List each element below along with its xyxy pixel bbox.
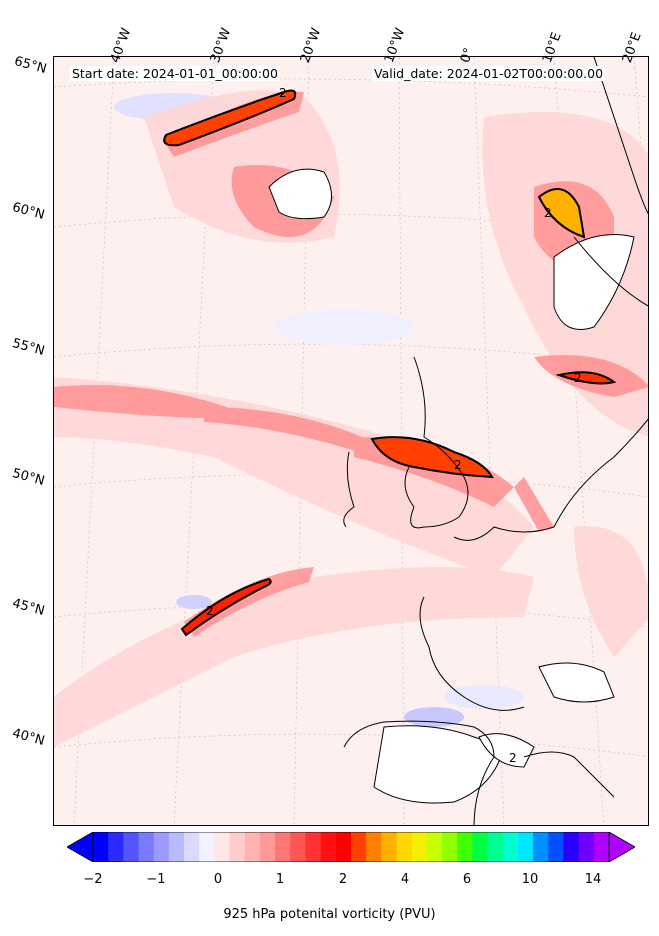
colorbar-segment xyxy=(351,832,367,862)
colorbar xyxy=(67,832,635,862)
colorbar-segment xyxy=(502,832,519,862)
colorbar-segment xyxy=(320,832,337,862)
colorbar-segment xyxy=(396,832,413,862)
lat-label: 65°N xyxy=(12,54,49,77)
colorbar-segment xyxy=(275,832,291,862)
colorbar-label: 925 hPa potenital vorticity (PVU) xyxy=(223,907,436,922)
coastlines xyxy=(343,57,648,825)
colorbar-segment xyxy=(472,832,489,862)
colorbar-segment xyxy=(487,832,504,862)
colorbar-segment xyxy=(229,832,246,862)
contour-label: 2 xyxy=(574,371,582,385)
lat-label: 60°N xyxy=(10,200,47,223)
contour-labels: 2 2 2 2 2 2 xyxy=(206,86,582,765)
colorbar-tick: 0 xyxy=(213,872,223,887)
colorbar-segment xyxy=(199,832,215,862)
colorbar-tick: 6 xyxy=(462,872,472,887)
colorbar-segment xyxy=(533,832,549,862)
contour-label: 2 xyxy=(206,604,214,618)
lat-label: 45°N xyxy=(10,596,47,619)
colorbar-tick: 10 xyxy=(521,872,539,887)
lat-label: 50°N xyxy=(10,466,47,489)
start-date-label: Start date: 2024-01-01_00:00:00 xyxy=(70,66,280,81)
colorbar-segment xyxy=(548,832,564,862)
colorbar-segment xyxy=(366,832,382,862)
pv-cores xyxy=(163,89,617,637)
terrain-mask xyxy=(268,168,635,804)
colorbar-segment xyxy=(335,832,352,862)
colorbar-segment xyxy=(381,832,398,862)
map-panel: 2 2 2 2 2 2 xyxy=(53,56,649,826)
valid-date-label: Valid_date: 2024-01-02T00:00:00.00 xyxy=(372,66,606,81)
colorbar-segment xyxy=(578,832,595,862)
colorbar-segment xyxy=(153,832,170,862)
colorbar-tick: 14 xyxy=(584,872,602,887)
contour-label: 2 xyxy=(454,458,462,472)
colorbar-segment xyxy=(259,832,276,862)
colorbar-segment xyxy=(244,832,261,862)
lat-label: 40°N xyxy=(10,726,47,749)
colorbar-segment xyxy=(168,832,185,862)
colorbar-segment xyxy=(290,832,306,862)
colorbar-segment xyxy=(108,832,124,862)
colorbar-tick: 2 xyxy=(338,872,348,887)
colorbar-border xyxy=(92,832,610,862)
colorbar-segment xyxy=(457,832,473,862)
colorbar-tick: 4 xyxy=(400,872,410,887)
colorbar-segment xyxy=(426,832,443,862)
contour-label: 2 xyxy=(544,206,552,220)
colorbar-segment xyxy=(563,832,580,862)
colorbar-segment xyxy=(138,832,155,862)
pv-map: 2 2 2 2 2 2 xyxy=(54,57,648,825)
lat-label: 55°N xyxy=(10,336,47,359)
colorbar-tick: 1 xyxy=(275,872,285,887)
colorbar-max-arrow xyxy=(608,832,635,862)
contour-label: 2 xyxy=(279,86,287,100)
colorbar-segment xyxy=(593,832,610,862)
colorbar-min-arrow xyxy=(67,832,94,862)
negative-pv-patches xyxy=(114,93,524,727)
colorbar-segment xyxy=(93,832,109,862)
colorbar-tick: −1 xyxy=(146,872,166,887)
colorbar-tick: −2 xyxy=(83,872,103,887)
colorbar-segment xyxy=(123,832,140,862)
colorbar-segment xyxy=(517,832,534,862)
colorbar-segment xyxy=(442,832,458,862)
colorbar-segment xyxy=(411,832,428,862)
colorbar-segment xyxy=(214,832,231,862)
contour-label: 2 xyxy=(509,751,517,765)
colorbar-segment xyxy=(184,832,200,862)
colorbar-segment xyxy=(305,832,322,862)
